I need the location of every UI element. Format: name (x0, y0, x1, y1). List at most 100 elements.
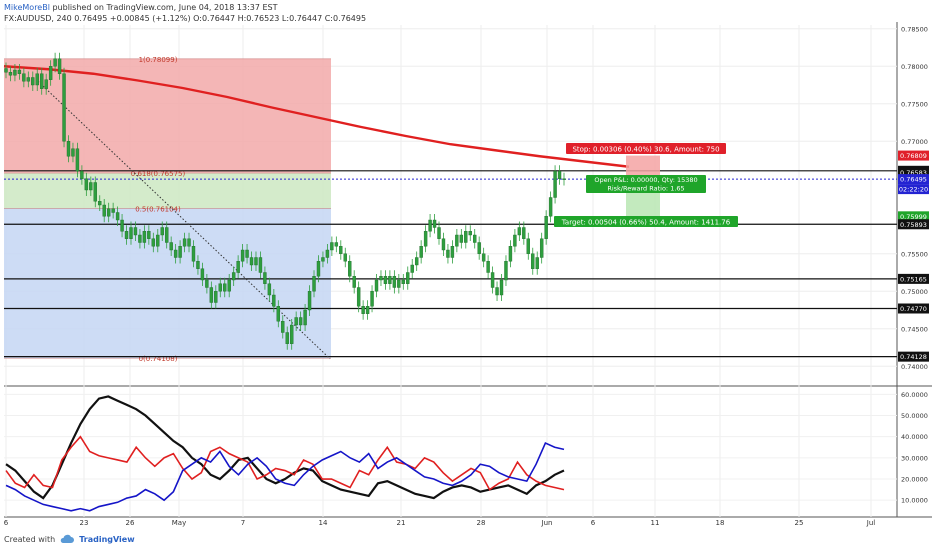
candle-body (553, 171, 557, 198)
candle-body (352, 276, 356, 288)
candle-body (236, 261, 240, 273)
candle-body (196, 261, 200, 269)
candle-body (383, 276, 388, 284)
candle-body (191, 246, 196, 262)
candle-body (80, 171, 84, 179)
candle-body (281, 321, 285, 333)
candle-body (303, 309, 307, 326)
candle-body (84, 178, 89, 191)
candle-body (62, 73, 66, 142)
candle-body (120, 219, 124, 232)
candle-body (539, 238, 544, 258)
price-chart[interactable]: 1(0.78099) 0.618(0.76575) 0.5(0.76104) 0(0.… (0, 0, 932, 530)
candle-body (374, 279, 379, 292)
price-badge-box (898, 150, 929, 161)
candle-body (504, 261, 508, 281)
x-tick-label: May (172, 519, 186, 527)
candle-body (160, 227, 164, 236)
candle-body (187, 238, 191, 247)
author-link[interactable]: MikeMoreBl (4, 3, 50, 12)
ma-line (3, 65, 630, 168)
candle-body (272, 294, 276, 307)
price-badge-box (898, 167, 929, 178)
y-tick-label: 0.77500 (901, 100, 928, 108)
candle-body (22, 73, 26, 82)
candle-body (432, 219, 437, 228)
candle-body (423, 231, 428, 247)
candle-body (53, 58, 57, 67)
candle-body (267, 283, 272, 296)
candle-body (535, 257, 539, 269)
candle-body (151, 238, 156, 247)
candle-body (325, 249, 330, 258)
candle-body (544, 216, 548, 239)
candle-body (312, 276, 316, 292)
candle-body (499, 279, 504, 296)
candle-body (66, 141, 71, 157)
x-tick-label: Jul (866, 519, 876, 527)
adx-indicator-pane: 60.0000 50.0000 40.0000 30.0000 20.0000 10.00… (4, 391, 928, 512)
candle-body (147, 231, 151, 239)
open-pnl-label: Open P&L: 0.00000, Qty: 15380 (594, 176, 697, 184)
candle-body (441, 238, 446, 251)
x-tick-label: 18 (716, 519, 725, 527)
candle-body (437, 227, 441, 239)
indicator-series-line (5, 395, 565, 500)
candle-body (102, 204, 106, 217)
candle-body (531, 253, 535, 269)
candle-body (249, 257, 254, 266)
candle-body (397, 279, 401, 288)
candle-body (138, 234, 142, 243)
price-badge: 0.74770 (900, 305, 927, 313)
candle-body (486, 261, 490, 273)
candle-body (473, 234, 477, 243)
candle-body (169, 242, 173, 251)
price-badge-box (898, 211, 929, 222)
candle-body (106, 208, 111, 217)
candle-body (124, 231, 129, 239)
candle-body (401, 279, 405, 284)
candle-body (307, 291, 312, 311)
stop-label-box (566, 143, 726, 154)
x-tick-label: 6 (591, 519, 596, 527)
candle-body (481, 253, 486, 262)
price-badge: 0.75893 (900, 221, 927, 229)
candle-body (464, 231, 468, 243)
candle-body (214, 291, 218, 303)
candle-body (263, 272, 267, 284)
indicator-tick-label: 10.0000 (901, 497, 928, 505)
candle-body (548, 197, 553, 217)
target-label: Target: 0.00504 (0.66%) 50.4, Amount: 14… (561, 219, 731, 227)
indicator-tick-label: 50.0000 (901, 412, 928, 420)
y-tick-label: 0.78500 (901, 25, 928, 33)
candle-body (227, 279, 231, 292)
position-tool[interactable]: Stop: 0.00306 (0.40%) 30.6, Amount: 750 O… (554, 143, 738, 227)
candle-body (26, 77, 31, 82)
candle-body (526, 238, 530, 254)
candle-body (178, 246, 182, 258)
stop-label: Stop: 0.00306 (0.40%) 30.6, Amount: 750 (572, 146, 719, 154)
candle-body (8, 72, 13, 76)
candle-body (98, 201, 102, 206)
candle-body (276, 306, 281, 322)
x-tick-label: 23 (80, 519, 89, 527)
candle-body (370, 291, 374, 307)
candle-body (321, 257, 325, 262)
indicator-tick-label: 40.0000 (901, 433, 928, 441)
time-axis[interactable]: 6 23 26 May 7 14 21 28 Jun 6 11 18 25 Jul (4, 519, 876, 527)
candle-body (40, 73, 44, 89)
candle-body (31, 77, 35, 86)
stop-zone (626, 155, 660, 180)
candle-body (133, 227, 138, 236)
candle-body (115, 212, 120, 221)
candle-body (468, 231, 472, 236)
y-tick-label: 0.75000 (901, 288, 928, 296)
candle-body (289, 324, 294, 344)
price-badge: 0.74128 (900, 353, 927, 361)
fib-level-label: 1(0.78099) (139, 56, 178, 64)
price-axis[interactable]: 0.78500 0.78000 0.77500 0.77000 0.75500 0.750… (898, 25, 929, 371)
candle-body (517, 227, 522, 236)
tradingview-brand[interactable]: TradingView (79, 534, 135, 544)
candle-body (111, 208, 115, 213)
candles (4, 52, 566, 350)
